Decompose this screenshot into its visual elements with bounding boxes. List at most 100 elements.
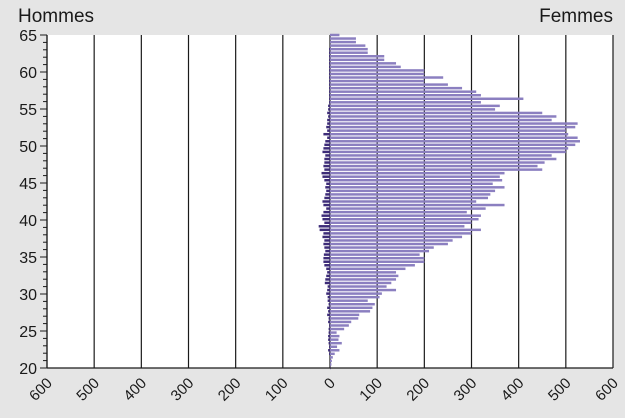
bar-women — [330, 140, 580, 143]
bar-men — [324, 264, 330, 267]
bar-men — [329, 69, 330, 72]
bar-men — [323, 260, 330, 263]
bar-women — [330, 179, 503, 182]
bar-men — [329, 47, 330, 51]
bar-men — [326, 292, 330, 295]
bar-men — [327, 118, 330, 122]
bar-men — [328, 338, 330, 341]
bar-women — [330, 37, 356, 40]
bar-women — [330, 239, 453, 242]
bar-women — [330, 62, 397, 65]
bar-women — [330, 271, 397, 274]
bar-women — [330, 264, 415, 267]
bar-men — [323, 164, 330, 168]
bar-women — [330, 281, 392, 285]
bar-women — [330, 111, 543, 115]
bar-men — [323, 210, 330, 214]
bar-women — [330, 76, 444, 79]
bar-men — [322, 150, 330, 154]
bar-women — [330, 125, 576, 129]
y-tick-label: 65 — [19, 28, 37, 45]
bar-women — [330, 285, 387, 288]
bar-men — [322, 217, 330, 221]
bar-women — [330, 253, 420, 256]
bar-women — [330, 33, 340, 37]
x-tick-label: 400 — [120, 375, 150, 405]
bar-men — [326, 267, 330, 271]
bar-men — [328, 341, 330, 345]
bar-men — [329, 352, 330, 356]
bar-women — [330, 90, 477, 93]
bar-women — [330, 349, 340, 352]
bar-men — [324, 221, 330, 224]
x-tick-label: 200 — [215, 375, 245, 405]
bar-men — [324, 143, 330, 147]
bar-men — [325, 154, 330, 157]
bar-women — [330, 214, 481, 217]
bar-men — [324, 161, 330, 164]
bar-women — [330, 93, 481, 97]
bar-women — [330, 267, 406, 271]
bar-women — [330, 118, 552, 122]
bar-women — [330, 313, 360, 317]
bar-women — [330, 143, 576, 147]
bar-women — [330, 69, 425, 72]
bar-women — [330, 65, 401, 69]
bar-men — [319, 228, 330, 232]
bar-women — [330, 235, 463, 239]
bar-men — [321, 214, 330, 217]
bar-men — [329, 83, 330, 86]
bar-men — [324, 157, 330, 161]
bar-men — [323, 242, 330, 246]
bar-women — [330, 72, 425, 76]
bar-men — [325, 193, 330, 196]
bar-men — [327, 299, 330, 302]
bar-women — [330, 44, 366, 47]
y-tick-label: 40 — [19, 213, 37, 230]
bar-women — [330, 278, 397, 281]
x-tick-label: 600 — [26, 375, 56, 405]
bar-women — [330, 359, 332, 363]
bar-women — [330, 324, 349, 327]
bar-men — [323, 203, 330, 207]
bar-men — [329, 55, 330, 58]
bar-men — [323, 256, 330, 260]
bar-men — [322, 200, 330, 203]
bar-men — [329, 101, 330, 104]
y-tick-label: 30 — [19, 287, 37, 304]
bar-women — [330, 310, 371, 313]
bar-men — [324, 196, 330, 200]
bar-men — [326, 189, 330, 193]
bar-men — [323, 232, 330, 235]
x-tick-label: 0 — [321, 375, 339, 393]
bar-women — [330, 363, 332, 366]
bar-women — [330, 164, 538, 168]
bar-men — [327, 136, 330, 139]
bar-women — [330, 210, 467, 214]
bar-men — [327, 288, 330, 292]
bar-men — [329, 51, 330, 54]
bar-men — [327, 306, 330, 310]
bar-women — [330, 225, 465, 228]
women-label: Femmes — [539, 6, 613, 27]
bar-women — [330, 150, 566, 154]
x-tick-label: 300 — [168, 375, 198, 405]
x-tick-label: 500 — [545, 375, 575, 405]
bar-men — [329, 65, 330, 69]
bar-men — [327, 313, 330, 317]
bar-women — [330, 274, 399, 278]
bar-women — [330, 334, 340, 338]
y-tick-label: 25 — [19, 324, 37, 341]
bar-men — [328, 115, 330, 118]
x-tick-label: 500 — [73, 375, 103, 405]
bar-women — [330, 154, 552, 157]
bar-women — [330, 299, 368, 302]
bar-women — [330, 228, 481, 232]
bar-men — [328, 334, 330, 338]
bar-men — [322, 175, 330, 178]
bar-women — [330, 104, 500, 108]
bar-women — [330, 55, 385, 58]
x-tick-label: 100 — [262, 375, 292, 405]
bar-women — [330, 132, 569, 136]
